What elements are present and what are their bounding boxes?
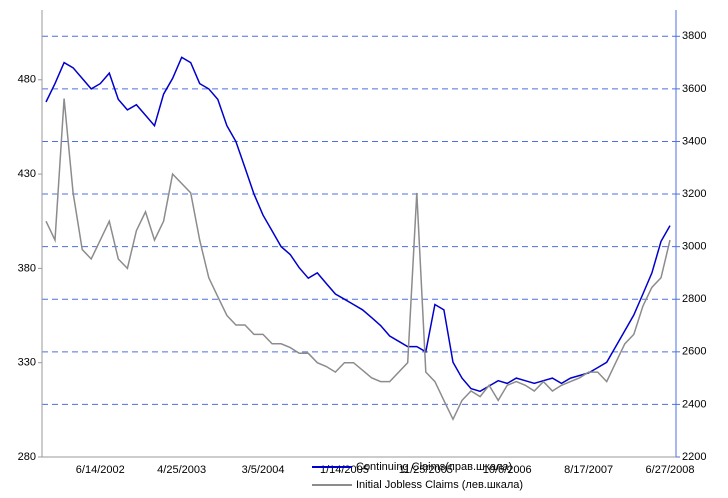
legend-label: Initial Jobless Claims (лев.шкала) [356, 479, 523, 491]
x-tick-label: 6/14/2002 [76, 464, 125, 476]
x-tick-label: 10/6/2006 [483, 464, 532, 476]
y-tick-label: 430 [18, 168, 36, 180]
y2-tick-label: 2200 [682, 451, 706, 463]
y2-tick-label: 2800 [682, 293, 706, 305]
y2-tick-label: 2600 [682, 346, 706, 358]
x-tick-label: 3/5/2004 [242, 464, 285, 476]
legend-label: Continuing Claims(прав.шкала) [356, 461, 512, 473]
y2-tick-label: 3000 [682, 241, 706, 253]
y2-tick-label: 3400 [682, 135, 706, 147]
plot-area [42, 10, 676, 457]
x-tick-label: 11/25/2005 [399, 464, 453, 476]
y2-tick-label: 3600 [682, 83, 706, 95]
x-tick-label: 4/25/2003 [157, 464, 206, 476]
y-tick-label: 330 [18, 357, 36, 369]
y2-tick-label: 3200 [682, 188, 706, 200]
y-tick-label: 280 [18, 451, 36, 463]
x-tick-label: 6/27/2008 [646, 464, 695, 476]
series-line [45, 56, 671, 393]
y-tick-label: 480 [18, 74, 36, 86]
labels: 280 330 380 430 480 2200 2400 2600 2800 3000 3200 3… [18, 30, 707, 491]
lines [45, 56, 671, 422]
y2-tick-label: 2400 [682, 398, 706, 410]
x-tick-label: 8/17/2007 [564, 464, 613, 476]
y-tick-label: 380 [18, 262, 36, 274]
series-line [45, 98, 671, 422]
y2-tick-label: 3800 [682, 30, 706, 42]
